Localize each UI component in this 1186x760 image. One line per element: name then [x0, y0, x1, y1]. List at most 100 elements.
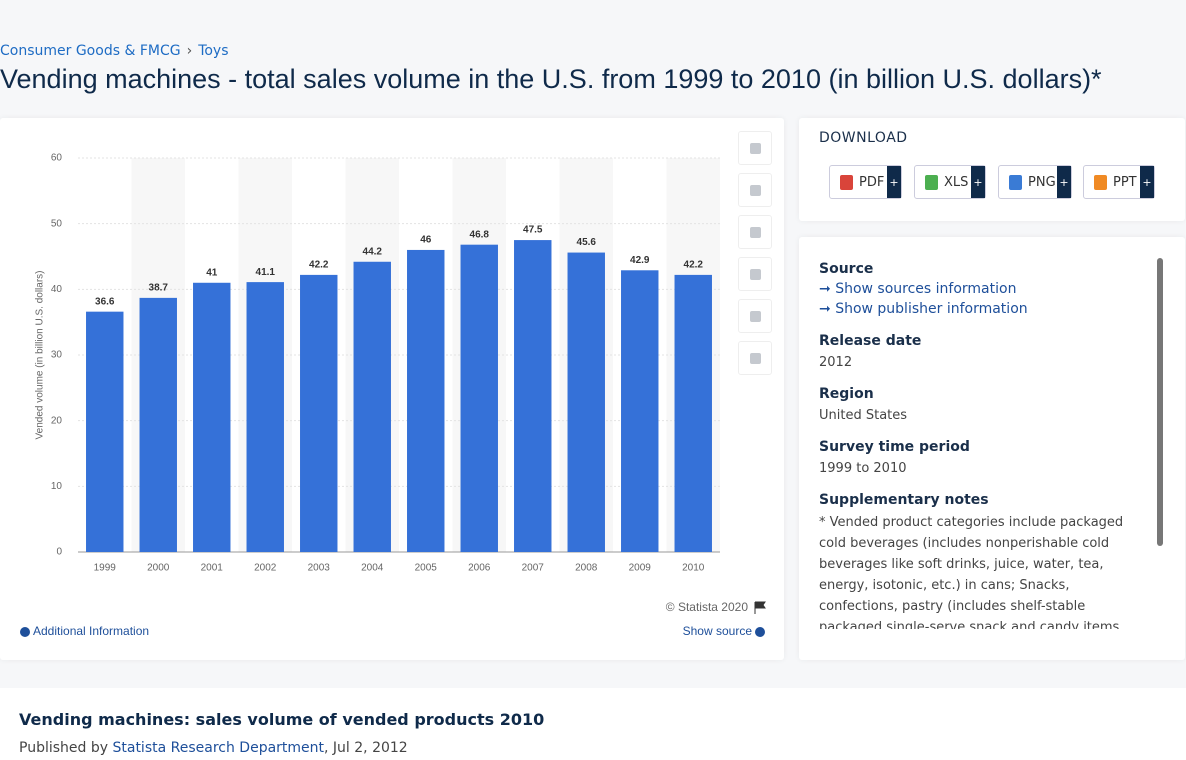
value-label: 46.8	[470, 229, 490, 240]
publisher[interactable]: Statista Research Department	[112, 740, 325, 756]
plus: +	[1057, 166, 1071, 198]
bar	[407, 249, 445, 552]
cite-button[interactable]	[738, 299, 772, 333]
breadcrumb: Consumer Goods & FMCG › Toys	[0, 43, 229, 59]
x-tick-label: 2000	[147, 563, 170, 574]
footer-heading: Vending machines: sales volume of vended…	[19, 710, 545, 729]
format-label: XLS	[944, 174, 969, 190]
favorite-button[interactable]	[738, 131, 772, 165]
y-tick-label: 0	[56, 547, 62, 558]
bar	[139, 297, 177, 552]
value-label: 42.2	[684, 260, 704, 271]
bar	[246, 282, 284, 552]
bar	[300, 274, 338, 552]
x-tick-label: 1999	[94, 563, 117, 574]
alert-button[interactable]	[738, 173, 772, 207]
additional-info[interactable]: Additional Information	[33, 624, 149, 638]
y-tick-label: 60	[51, 153, 63, 164]
separator: ›	[186, 43, 193, 59]
settings-button[interactable]	[738, 215, 772, 249]
plus: +	[887, 166, 901, 198]
download-button[interactable]: XLS +	[914, 165, 986, 199]
x-tick-label: 2006	[468, 563, 491, 574]
value-label: 42.2	[309, 260, 329, 271]
bar	[567, 252, 605, 552]
date: , Jul 2, 2012	[324, 740, 408, 756]
y-tick-label: 10	[51, 481, 63, 492]
format-label: PDF	[859, 174, 885, 190]
detail-items: Release date 2012 Region United States Surve…	[819, 333, 1145, 476]
detail-item: Release date 2012	[819, 333, 1145, 370]
detail-item: Survey time period 1999 to 2010	[819, 439, 1145, 476]
chart-card: Vended volume (in billion U.S. dollars) …	[0, 118, 784, 660]
link-text: Show publisher information	[835, 301, 1028, 317]
format-icon	[925, 174, 938, 190]
value-label: 47.5	[523, 225, 543, 236]
value-label: 44.2	[363, 246, 383, 257]
icon	[750, 185, 761, 196]
value-label: 42.9	[630, 255, 650, 266]
sources-link[interactable]: ➞ Show sources information	[819, 281, 1017, 297]
footer: Vending machines: sales volume of vended…	[0, 688, 1186, 760]
breadcrumb-link[interactable]: Consumer Goods & FMCG	[0, 43, 181, 59]
credit: © Statista 2020	[666, 600, 749, 614]
detail-value: 2012	[819, 355, 853, 370]
download-button[interactable]: PPT +	[1083, 165, 1155, 199]
x-tick-label: 2001	[201, 563, 224, 574]
download-heading: DOWNLOAD	[819, 130, 908, 146]
details: Source ➞ Show sources information ➞ Show…	[799, 237, 1185, 629]
breadcrumb-link[interactable]: Toys	[198, 43, 229, 59]
info-icon	[755, 627, 765, 637]
x-tick-label: 2002	[254, 563, 277, 574]
format-icon	[1094, 174, 1107, 190]
value-label: 45.6	[577, 237, 597, 248]
icon	[750, 143, 761, 154]
source-heading: Source	[819, 261, 874, 277]
bar	[621, 270, 659, 552]
detail-item: Region United States	[819, 386, 1145, 423]
bar	[460, 244, 498, 552]
bar	[674, 274, 712, 552]
y-tick-label: 20	[51, 415, 63, 426]
format-label: PNG	[1028, 174, 1056, 190]
icon	[750, 227, 761, 238]
published-by: Published by	[19, 740, 109, 756]
notes-heading: Supplementary notes	[819, 492, 989, 508]
detail-label: Region	[819, 386, 874, 402]
bar	[514, 240, 552, 552]
detail-value: United States	[819, 408, 908, 423]
details-card: Source ➞ Show sources information ➞ Show…	[799, 237, 1185, 660]
icon	[750, 311, 761, 322]
detail-label: Release date	[819, 333, 922, 349]
plus: +	[971, 166, 985, 198]
format-label: PPT	[1113, 174, 1137, 190]
x-tick-label: 2008	[575, 563, 598, 574]
show-source[interactable]: Show source	[683, 624, 753, 638]
x-tick-label: 2005	[415, 563, 438, 574]
bar	[353, 261, 391, 552]
link-text: Show sources information	[835, 281, 1017, 297]
value-label: 46	[420, 235, 432, 246]
y-tick-label: 50	[51, 218, 63, 229]
scrollbar[interactable]	[1157, 258, 1163, 546]
x-tick-label: 2009	[629, 563, 652, 574]
x-tick-label: 2007	[522, 563, 545, 574]
published-line: Published by Statista Research Departmen…	[19, 740, 408, 756]
download-card: DOWNLOAD PDF + XLS + PNG + PPT +	[799, 118, 1185, 221]
format-icon	[1009, 174, 1022, 190]
format-icon	[840, 174, 853, 190]
x-tick-label: 2004	[361, 563, 384, 574]
detail-label: Survey time period	[819, 439, 970, 455]
x-tick-label: 2010	[682, 563, 705, 574]
download-button[interactable]: PNG +	[998, 165, 1072, 199]
value-label: 41	[206, 267, 218, 278]
y-axis-label: Vended volume (in billion U.S. dollars)	[35, 271, 46, 440]
share-button[interactable]	[738, 257, 772, 291]
y-tick-label: 40	[51, 284, 63, 295]
publisher-link[interactable]: ➞ Show publisher information	[819, 301, 1028, 317]
download-button[interactable]: PDF +	[829, 165, 902, 199]
y-tick-label: 30	[51, 350, 63, 361]
print-button[interactable]	[738, 341, 772, 375]
